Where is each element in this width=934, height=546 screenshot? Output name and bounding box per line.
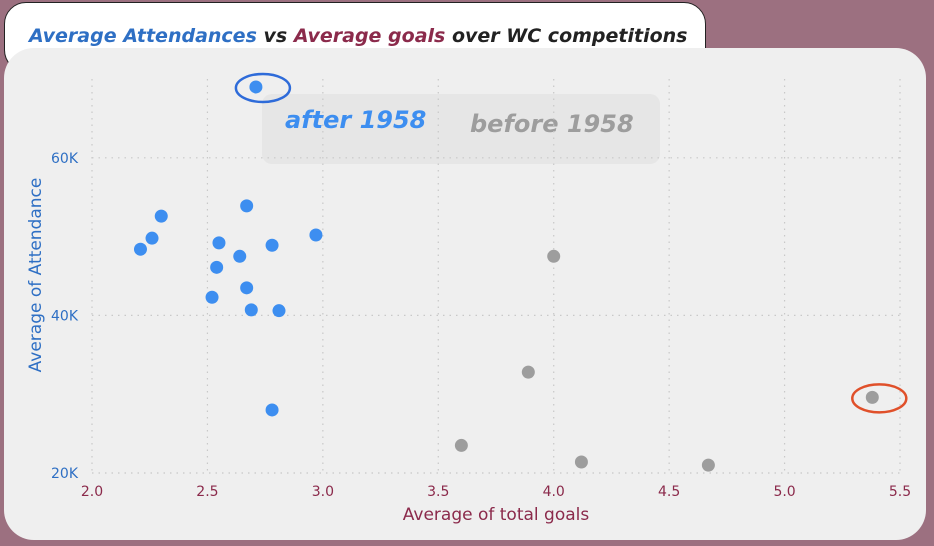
point-before-1958[interactable] <box>701 458 715 472</box>
legend-before-label[interactable]: before 1958 <box>470 110 634 138</box>
y-tick-label: 40K <box>51 308 79 324</box>
point-before-1958[interactable] <box>454 438 468 452</box>
point-after-1958[interactable] <box>133 242 147 256</box>
y-tick-label: 60K <box>51 151 79 167</box>
point-after-1958[interactable] <box>145 231 159 245</box>
legend-box <box>262 94 660 164</box>
point-after-1958[interactable] <box>205 290 219 304</box>
legend-after-label[interactable]: after 1958 <box>285 106 427 134</box>
point-after-1958[interactable] <box>240 281 254 295</box>
title-vs: vs <box>256 25 294 47</box>
point-after-1958[interactable] <box>240 199 254 213</box>
highlight-rings <box>234 72 908 414</box>
title-rest: over WC competitions <box>445 25 688 47</box>
x-tick-label: 3.0 <box>312 484 334 500</box>
x-tick-label: 4.0 <box>543 484 565 500</box>
y-tick-label: 20K <box>51 466 79 482</box>
point-after-1958[interactable] <box>210 260 224 274</box>
x-axis-label: Average of total goals <box>403 505 590 525</box>
point-after-1958[interactable] <box>244 303 258 317</box>
x-tick-label: 2.0 <box>81 484 103 500</box>
point-after-1958[interactable] <box>212 236 226 250</box>
x-tick-label: 5.5 <box>889 484 911 500</box>
point-before-1958[interactable] <box>574 455 588 469</box>
x-tick-label: 3.5 <box>427 484 449 500</box>
point-after-1958[interactable] <box>249 80 263 94</box>
point-after-1958[interactable] <box>154 209 168 223</box>
y-axis-label: Average of Attendance <box>26 178 46 373</box>
x-tick-label: 5.0 <box>773 484 795 500</box>
y-axis-ticks: 20K 40K 60K <box>51 151 79 482</box>
title-goals: Average goals <box>293 25 446 47</box>
point-after-1958[interactable] <box>272 304 286 318</box>
chart-title: Average Attendances vs Average goals ove… <box>29 25 687 47</box>
point-before-1958[interactable] <box>521 365 535 379</box>
data-points <box>133 80 879 472</box>
point-after-1958[interactable] <box>309 228 323 242</box>
highlight-ring <box>851 383 908 414</box>
x-tick-label: 2.5 <box>196 484 218 500</box>
highlight-ring <box>234 72 292 104</box>
point-after-1958[interactable] <box>265 403 279 417</box>
point-after-1958[interactable] <box>265 238 279 252</box>
title-attendance: Average Attendances <box>29 25 257 47</box>
point-before-1958[interactable] <box>547 249 561 263</box>
point-after-1958[interactable] <box>233 249 247 263</box>
x-tick-label: 4.5 <box>658 484 680 500</box>
gridlines <box>91 79 901 474</box>
x-axis-ticks: 2.0 2.5 3.0 3.5 4.0 4.5 5.0 5.5 <box>81 484 911 500</box>
point-before-1958[interactable] <box>865 390 879 404</box>
